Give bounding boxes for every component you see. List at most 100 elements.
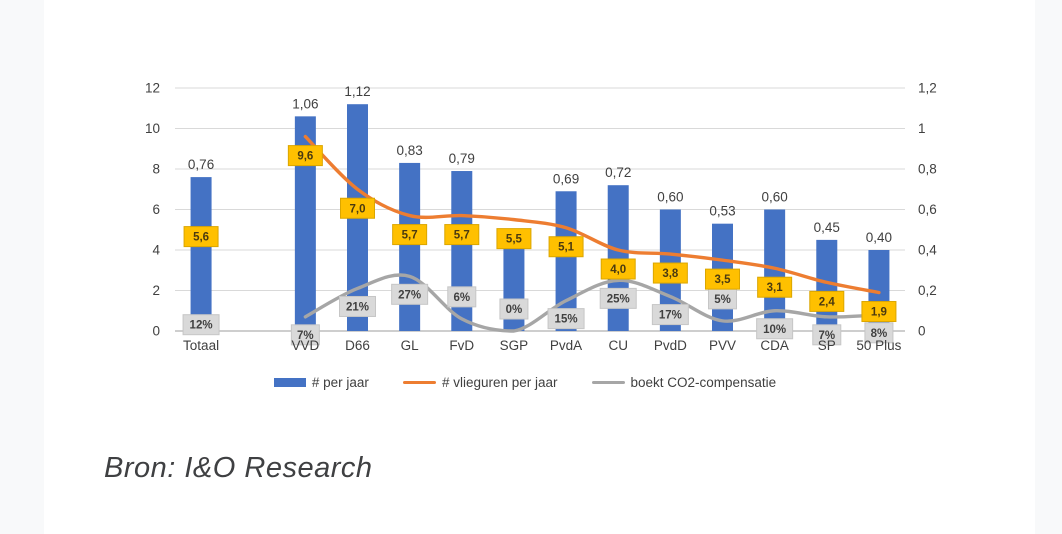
bar-value-label: 0,60 — [762, 190, 788, 205]
data-label-box — [391, 283, 429, 305]
bar-value-label: 0,83 — [397, 143, 423, 158]
category-label-PvdD: PvdD — [654, 338, 687, 353]
data-label: 8% — [871, 328, 888, 340]
left-axis-tick-label: 6 — [152, 202, 160, 217]
data-label-box — [183, 226, 219, 248]
data-label-box — [496, 228, 532, 250]
bar-CDA — [764, 209, 786, 331]
right-axis-tick-label: 0 — [918, 324, 926, 339]
category-label-CU: CU — [608, 338, 628, 353]
left-axis-tick-label: 12 — [145, 81, 160, 96]
data-label: 27% — [398, 289, 421, 301]
data-label-box — [499, 298, 529, 320]
data-label: 4,0 — [610, 264, 626, 276]
data-label-box — [182, 314, 220, 336]
source-caption: Bron: I&O Research — [104, 452, 373, 484]
legend-label: # vlieguren per jaar — [441, 375, 558, 390]
data-label-box — [392, 224, 428, 246]
data-label: 12% — [190, 320, 213, 332]
data-label: 1,9 — [871, 307, 887, 319]
co2-compensatie-line — [303, 273, 881, 333]
category-label-Totaal: Totaal — [183, 338, 219, 353]
page-margin-left — [0, 0, 44, 534]
legend-label: boekt CO2-compensatie — [630, 375, 777, 390]
category-label-SGP: SGP — [500, 338, 529, 353]
category-label-FvD: FvD — [449, 338, 474, 353]
right-axis-tick-label: 1,2 — [918, 81, 937, 96]
data-label-box — [599, 287, 637, 309]
data-label-box — [548, 236, 584, 258]
right-axis-tick-label: 0,8 — [918, 162, 937, 177]
data-label-box — [339, 295, 376, 317]
data-label-box — [340, 197, 375, 219]
category-label-VVD: VVD — [291, 338, 319, 353]
data-label: 6% — [453, 292, 470, 304]
data-label-box — [809, 290, 845, 312]
data-label-box — [547, 308, 585, 330]
data-label: 5,6 — [193, 232, 209, 244]
data-label: 7% — [297, 330, 314, 342]
right-axis-tick-label: 0,4 — [918, 243, 937, 258]
legend-gray-line-swatch-icon — [591, 380, 625, 385]
data-label: 5,1 — [558, 242, 575, 254]
data-label: 5% — [714, 294, 731, 306]
bar-value-label: 0,76 — [188, 157, 214, 172]
bar-value-label: 0,72 — [605, 165, 631, 180]
data-label: 17% — [659, 310, 682, 322]
legend-item-per-jaar: # per jaar — [273, 375, 369, 390]
data-label-box — [705, 268, 740, 290]
bar-value-label: 0,79 — [449, 151, 475, 166]
data-label-box — [651, 304, 689, 326]
right-axis-tick-label: 0,2 — [918, 283, 937, 298]
left-axis-tick-label: 2 — [152, 283, 160, 298]
category-label-SP: SP — [818, 338, 836, 353]
category-label-CDA: CDA — [760, 338, 789, 353]
data-label-box — [757, 276, 793, 298]
data-label: 5,5 — [506, 234, 523, 246]
vlieguren-line — [303, 134, 881, 295]
data-label: 7,0 — [350, 203, 366, 215]
left-axis-tick-label: 0 — [152, 324, 160, 339]
data-label: 2,4 — [819, 296, 836, 308]
data-label-box — [861, 301, 897, 323]
left-axis-tick-label: 4 — [152, 243, 160, 258]
bar-value-label: 1,12 — [344, 84, 370, 99]
data-label: 10% — [763, 324, 786, 336]
data-label: 15% — [555, 314, 578, 326]
bar-VVD — [294, 116, 316, 331]
data-label: 7% — [818, 330, 835, 342]
bar-value-label: 0,45 — [814, 220, 840, 235]
category-label-GL: GL — [401, 338, 420, 353]
data-label: 5,7 — [454, 230, 470, 242]
legend-item-co2-compensatie: boekt CO2-compensatie — [591, 375, 777, 390]
category-label-PvdA: PvdA — [550, 338, 582, 353]
left-axis-tick-label: 10 — [145, 121, 160, 136]
data-label-box — [600, 258, 636, 280]
data-label-box — [447, 286, 477, 308]
right-axis-tick-label: 1 — [918, 121, 926, 136]
chart-legend: # per jaar # vlieguren per jaar boekt CO… — [120, 375, 930, 390]
legend-label: # per jaar — [311, 375, 369, 390]
data-label-box — [652, 262, 688, 284]
data-label-box — [756, 318, 794, 340]
data-label: 0% — [506, 304, 523, 316]
data-label: 21% — [346, 301, 369, 313]
page-margin-right — [1035, 0, 1062, 534]
data-label: 5,7 — [402, 230, 418, 242]
category-label-D66: D66 — [345, 338, 370, 353]
data-label-box — [287, 145, 323, 167]
bar-value-label: 0,69 — [553, 171, 579, 186]
data-label: 9,6 — [297, 151, 313, 163]
category-label-PVV: PVV — [709, 338, 736, 353]
category-label-50 Plus: 50 Plus — [856, 338, 901, 353]
legend-bar-swatch-icon — [273, 378, 306, 387]
bar-value-label: 0,53 — [709, 204, 735, 219]
bar-value-label: 1,06 — [292, 96, 318, 111]
data-label: 3,5 — [715, 274, 732, 286]
bar-value-label: 0,60 — [657, 190, 683, 205]
right-axis-tick-label: 0,6 — [918, 202, 937, 217]
data-label-box — [812, 324, 842, 346]
bar-Totaal — [190, 177, 212, 331]
bar-CU — [607, 185, 629, 331]
